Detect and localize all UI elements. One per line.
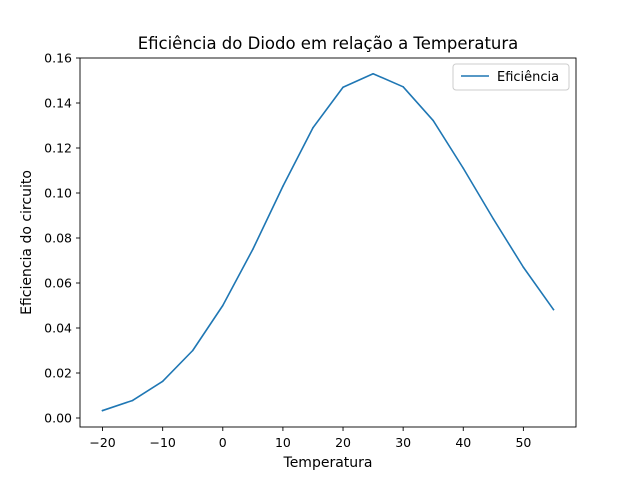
x-axis-ticks: −20 −10 0 10 20 30 40 50 [89, 427, 531, 450]
y-tick-label: 0.04 [44, 321, 72, 336]
plot-area: −20 −10 0 10 20 30 40 50 0.000.020.040.060.080.… [44, 51, 577, 450]
y-tick-label: 0.00 [44, 411, 72, 426]
y-tick-label: 0.14 [44, 96, 72, 111]
legend-label-eficiencia: Eficiência [497, 70, 559, 85]
data-point [402, 86, 404, 88]
x-tick-label: −20 [89, 435, 115, 450]
x-tick-label: 10 [275, 435, 291, 450]
data-point [522, 266, 525, 269]
y-tick-label: 0.08 [44, 231, 72, 246]
plot-background [80, 58, 576, 427]
x-axis-label: Temperatura [283, 455, 373, 471]
data-point [342, 86, 344, 89]
plot-border [79, 57, 577, 428]
x-tick-label: 40 [455, 435, 471, 450]
x-tick-label: 20 [335, 435, 351, 450]
legend-box [452, 63, 570, 91]
data-point [161, 380, 164, 383]
data-point [552, 308, 555, 311]
data-point [462, 167, 465, 170]
y-tick-label: 0.16 [44, 51, 72, 66]
y-tick-label: 0.02 [44, 366, 72, 381]
data-point [191, 349, 194, 352]
chart-title: Eficiência do Diodo em relação a Tempera… [138, 34, 519, 53]
x-tick-label: 0 [219, 435, 227, 450]
y-tick-label: 0.06 [44, 276, 72, 291]
y-tick-label: 0.12 [44, 141, 72, 156]
x-tick-label: 50 [515, 435, 531, 450]
data-point [282, 185, 284, 188]
data-point [101, 409, 104, 412]
data-point [492, 218, 495, 220]
data-point [252, 248, 254, 251]
data-point [372, 72, 374, 75]
data-point [131, 399, 134, 402]
data-point [432, 119, 435, 122]
data-point [312, 126, 314, 129]
y-axis-label: Eficiencia do circuito [19, 170, 35, 315]
series-points [101, 72, 555, 412]
data-point [221, 304, 224, 307]
x-tick-label: 30 [395, 435, 411, 450]
x-tick-label: −10 [149, 435, 175, 450]
series-line-eficiencia [101, 72, 555, 412]
y-axis-ticks: 0.00 0.02 0.04 0.06 0.08 0.10 0.12 0.14 0.16 [44, 51, 80, 426]
legend: Eficiência [452, 63, 570, 91]
y-tick-label: 0.10 [44, 186, 72, 201]
